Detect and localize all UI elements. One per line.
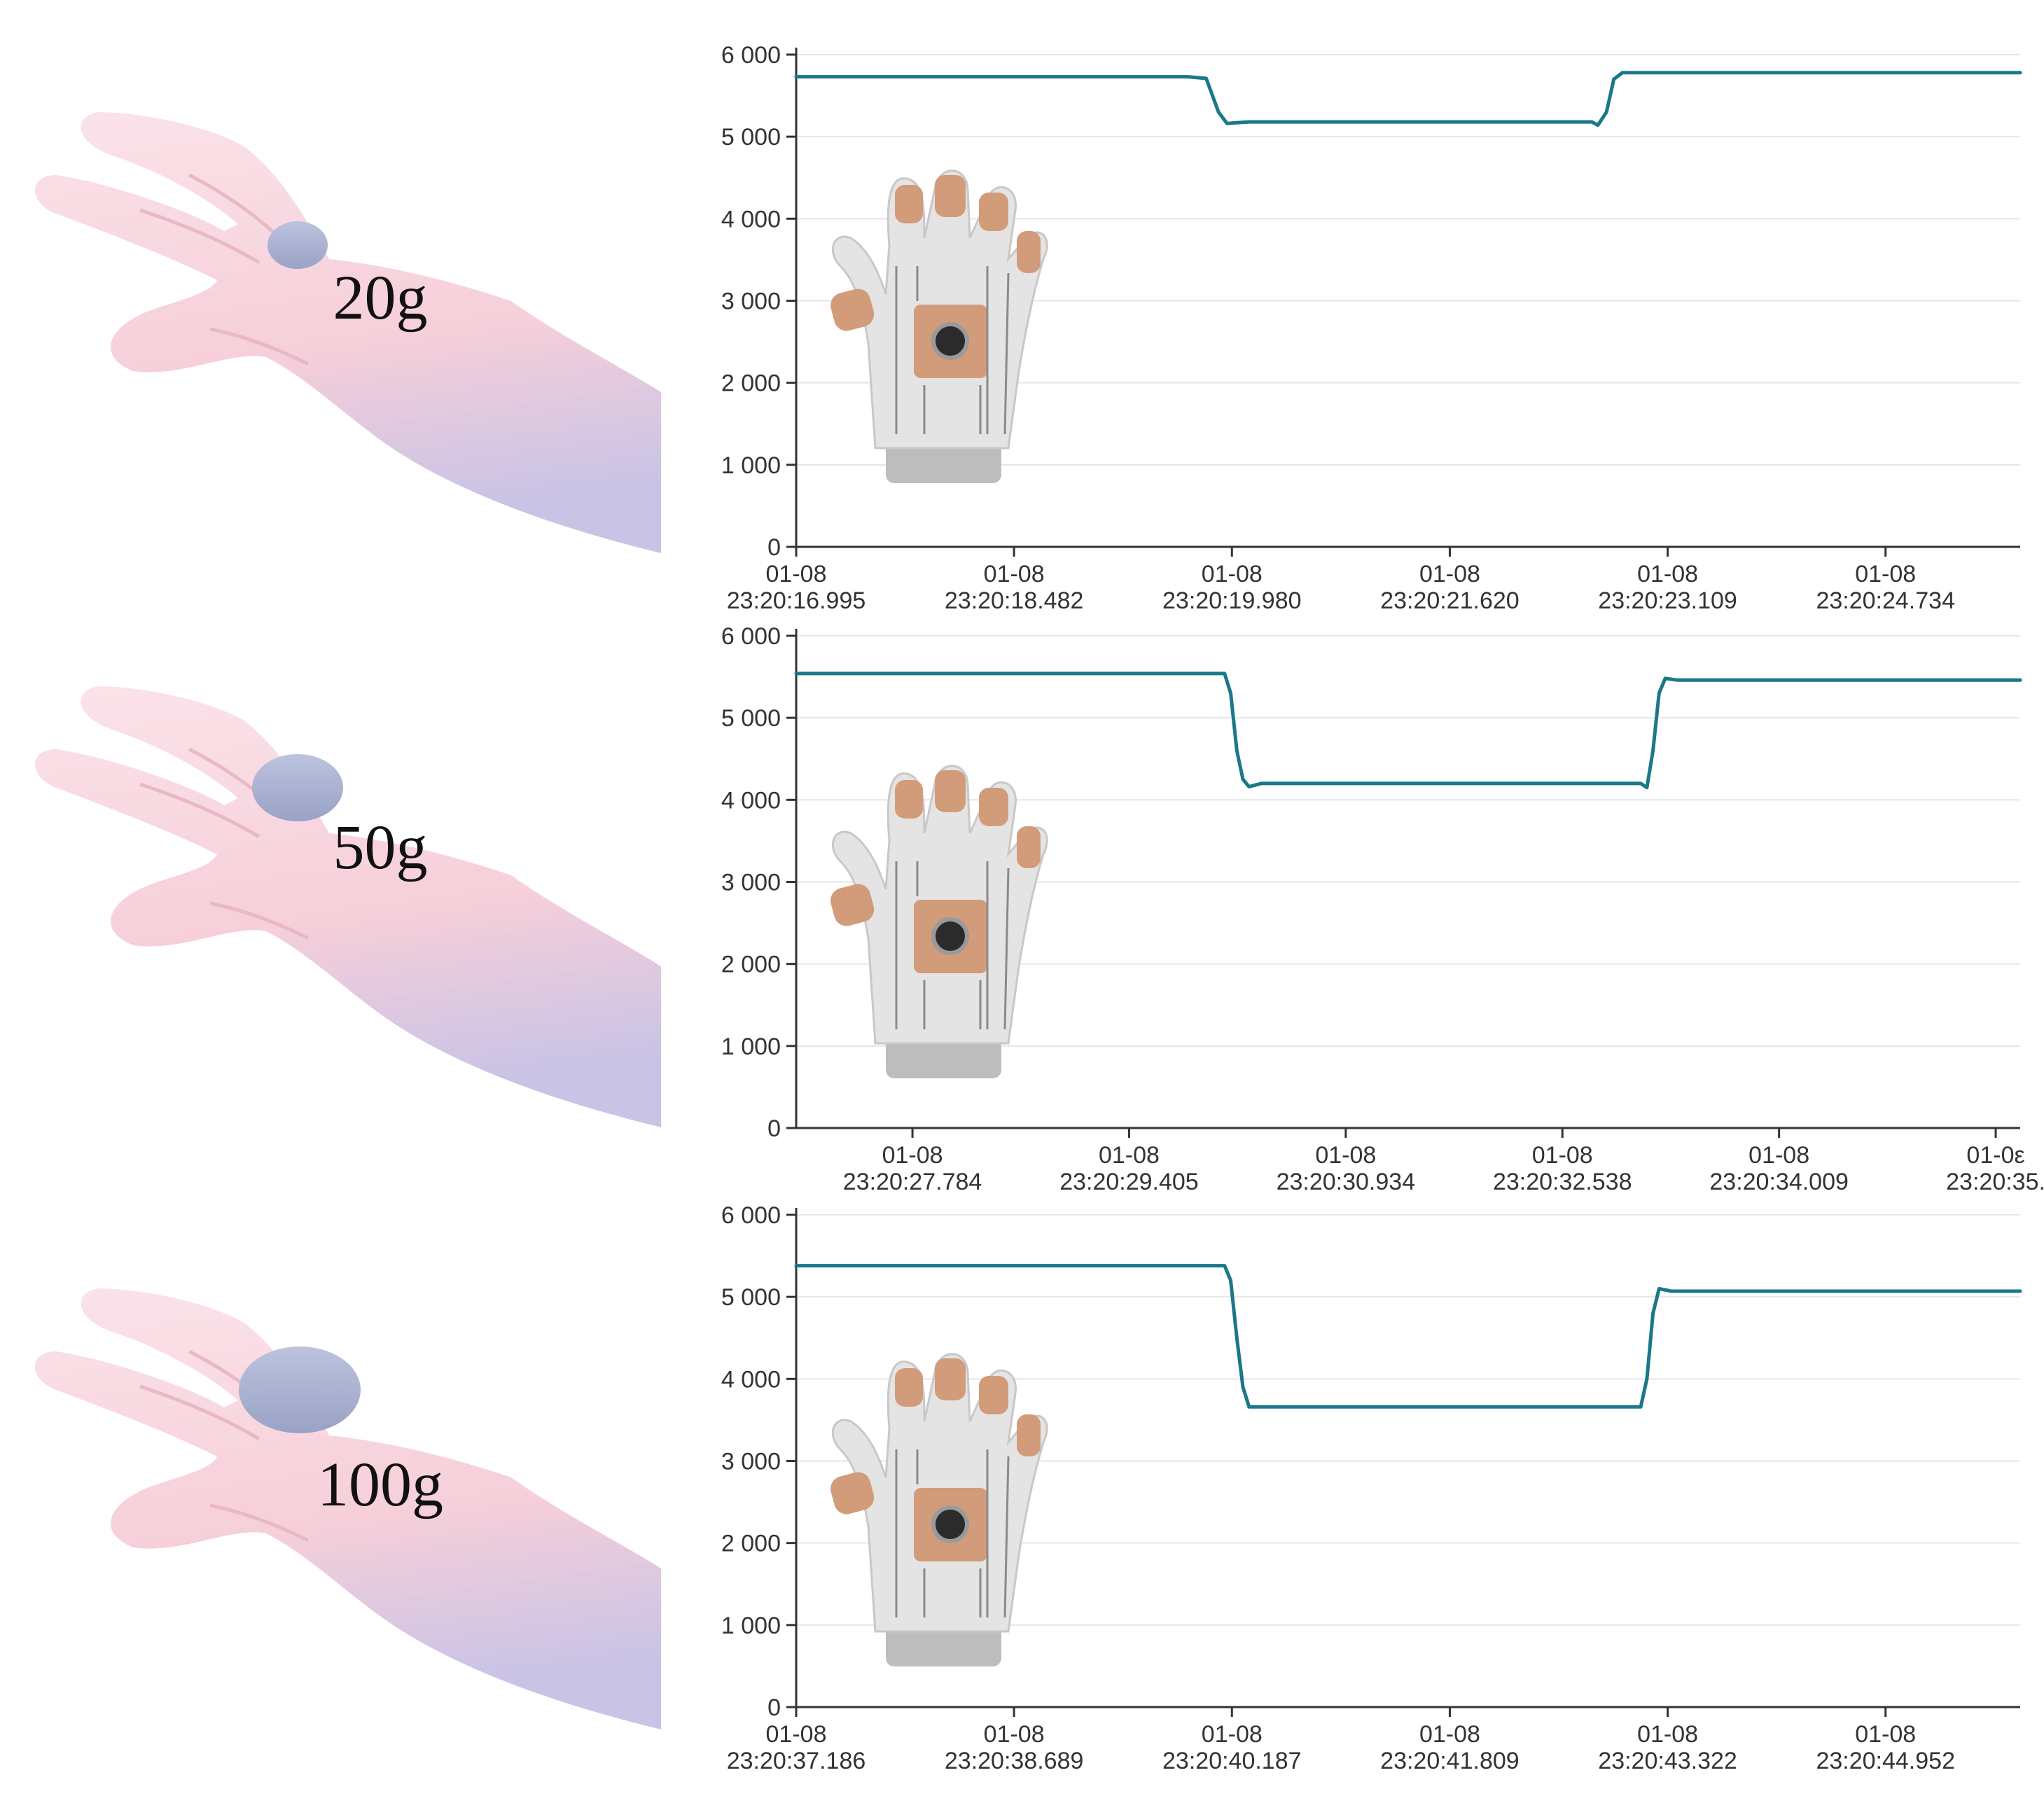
series-line	[794, 71, 2022, 127]
y-tick-label: 6 000	[721, 1202, 781, 1229]
y-tick-label: 3 000	[721, 1449, 781, 1475]
weight-disc	[252, 754, 343, 821]
weight-disc	[239, 1346, 361, 1433]
x-tick-time: 23:20:24.734	[1816, 587, 1955, 614]
x-tick-time: 23:20:19.980	[1162, 587, 1302, 614]
y-tick-label: 3 000	[721, 288, 781, 315]
weight-label: 20g	[333, 263, 428, 333]
y-axis-ticks: 0 1 000 2 000 3 000 4 000 5 000 6 000	[721, 42, 796, 561]
y-tick-label: 1 000	[721, 1033, 781, 1060]
x-tick-date: 01-08	[1315, 1142, 1376, 1169]
x-tick-time: 23:20:41.809	[1380, 1748, 1520, 1774]
x-tick-date: 01-08	[984, 1721, 1045, 1748]
x-tick-date: 01-08	[1637, 561, 1698, 587]
y-tick-label: 2 000	[721, 370, 781, 397]
x-tick-date: 01-08	[1748, 1142, 1809, 1169]
glove-photo	[828, 766, 1047, 1078]
y-tick-label: 2 000	[721, 1531, 781, 1557]
x-tick-date: 01-08	[1202, 1721, 1263, 1748]
y-tick-label: 4 000	[721, 787, 781, 814]
y-tick-label: 4 000	[721, 206, 781, 232]
y-tick-label: 5 000	[721, 124, 781, 151]
y-tick-label: 6 000	[721, 42, 781, 69]
hand-illustration	[35, 112, 661, 553]
x-tick-time: 23:20:37.186	[727, 1748, 866, 1774]
x-tick-time: 23:20:30.934	[1277, 1169, 1416, 1195]
x-tick-date: 01-08	[1637, 1721, 1698, 1748]
panel-100g: 100g 0 1 000 2 000 3 000 4 000 5 000 6 000 01-…	[35, 1202, 2022, 1774]
panel-20g: 20g 0 1 000 2 000 3 000 4 000 5 000 6 000 01-0…	[35, 42, 2022, 614]
x-tick-time: 23:20:21.620	[1380, 587, 1520, 614]
x-tick-date: 01-08	[1532, 1142, 1593, 1169]
y-tick-label: 0	[767, 1694, 781, 1721]
y-tick-label: 1 000	[721, 1613, 781, 1639]
y-tick-label: 5 000	[721, 705, 781, 732]
x-tick-date: 01-08	[766, 561, 827, 587]
y-tick-label: 6 000	[721, 623, 781, 650]
x-tick-time: 23:20:29.405	[1059, 1169, 1199, 1195]
x-tick-time: 23:20:35.	[1946, 1169, 2044, 1195]
hand-illustration	[35, 686, 661, 1127]
x-tick-time: 23:20:34.009	[1709, 1169, 1849, 1195]
y-tick-label: 0	[767, 1115, 781, 1142]
x-tick-time: 23:20:32.538	[1493, 1169, 1632, 1195]
x-axis-ticks: 01-0823:20:27.78401-0823:20:29.40501-082…	[843, 1128, 2044, 1195]
x-tick-time: 23:20:18.482	[945, 587, 1084, 614]
x-tick-time: 23:20:23.109	[1598, 587, 1737, 614]
weight-label: 50g	[333, 813, 428, 882]
x-tick-date: 01-08	[882, 1142, 943, 1169]
glove-photo	[828, 171, 1047, 483]
y-tick-label: 5 000	[721, 1284, 781, 1311]
x-tick-time: 23:20:38.689	[945, 1748, 1084, 1774]
y-tick-label: 1 000	[721, 452, 781, 479]
y-tick-label: 3 000	[721, 870, 781, 896]
x-tick-date: 01-0ε	[1966, 1142, 2024, 1169]
x-tick-date: 01-08	[1202, 561, 1263, 587]
x-tick-date: 01-08	[984, 561, 1045, 587]
weight-disc	[267, 221, 328, 269]
y-tick-label: 4 000	[721, 1366, 781, 1393]
x-tick-date: 01-08	[1855, 561, 1916, 587]
y-tick-label: 0	[767, 534, 781, 561]
weight-label: 100g	[317, 1450, 443, 1519]
x-tick-date: 01-08	[1099, 1142, 1160, 1169]
panel-50g: 50g 0 1 000 2 000 3 000 4 000 5 000 6 000 01-0…	[35, 623, 2044, 1195]
x-tick-time: 23:20:44.952	[1816, 1748, 1955, 1774]
x-tick-date: 01-08	[1419, 561, 1480, 587]
x-tick-time: 23:20:16.995	[727, 587, 866, 614]
series-line	[794, 671, 2022, 790]
x-tick-date: 01-08	[1419, 1721, 1480, 1748]
x-tick-time: 23:20:40.187	[1162, 1748, 1302, 1774]
series-line	[794, 1264, 2022, 1409]
glove-photo	[828, 1354, 1047, 1666]
x-tick-date: 01-08	[766, 1721, 827, 1748]
x-tick-date: 01-08	[1855, 1721, 1916, 1748]
x-tick-time: 23:20:43.322	[1598, 1748, 1737, 1774]
y-axis-ticks: 0 1 000 2 000 3 000 4 000 5 000 6 000	[721, 1202, 796, 1721]
x-tick-time: 23:20:27.784	[843, 1169, 982, 1195]
y-axis-ticks: 0 1 000 2 000 3 000 4 000 5 000 6 000	[721, 623, 796, 1142]
x-axis-ticks: 01-0823:20:16.99501-0823:20:18.48201-082…	[727, 547, 1955, 614]
x-axis-ticks: 01-0823:20:37.18601-0823:20:38.68901-082…	[727, 1707, 1955, 1774]
y-tick-label: 2 000	[721, 952, 781, 978]
